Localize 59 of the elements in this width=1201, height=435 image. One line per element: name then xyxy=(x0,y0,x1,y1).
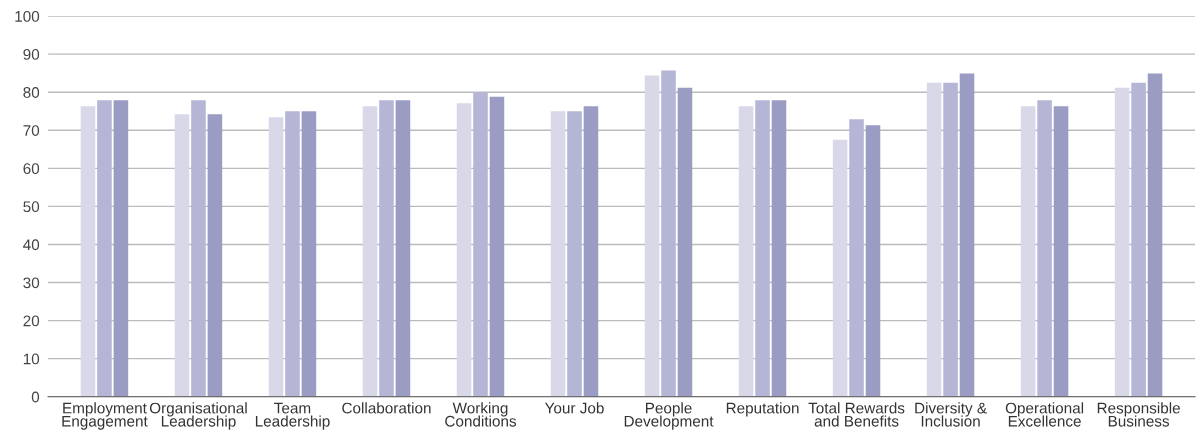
bar xyxy=(456,103,472,397)
y-tick-label: 70 xyxy=(23,125,40,136)
y-tick-label: 80 xyxy=(23,87,40,98)
bar xyxy=(677,87,693,397)
x-tick-label: Diversity & Inclusion xyxy=(915,402,987,427)
x-tick-label: Responsible Business xyxy=(1097,402,1180,427)
x-tick-label: Organisational Leadership xyxy=(149,402,247,430)
bar xyxy=(567,111,582,397)
bar xyxy=(959,73,975,397)
bar xyxy=(395,100,411,397)
x-tick-label: Total Rewards and Benefits xyxy=(808,402,905,427)
bar xyxy=(97,100,112,397)
bar xyxy=(849,119,864,397)
y-tick-label: 30 xyxy=(23,277,40,289)
bar xyxy=(926,82,942,397)
bar xyxy=(379,100,394,397)
x-tick-label: Team Leadership xyxy=(255,402,330,430)
x-tick-label: Your Job xyxy=(544,402,604,414)
x-tick-label: Collaboration xyxy=(342,402,431,414)
bar xyxy=(1147,73,1163,397)
bar xyxy=(1020,106,1036,397)
y-tick-label: 90 xyxy=(23,49,40,60)
y-tick-label: 60 xyxy=(23,163,40,175)
bar xyxy=(583,106,599,397)
bar xyxy=(1053,106,1069,397)
bar xyxy=(865,125,881,397)
y-tick-label: 0 xyxy=(31,391,40,403)
bar xyxy=(1114,87,1130,397)
y-tick-label: 100 xyxy=(15,10,40,22)
y-tick-label: 50 xyxy=(23,201,40,213)
bar xyxy=(644,75,660,397)
bar xyxy=(489,96,505,397)
x-tick-label: People Development xyxy=(624,402,714,430)
bar xyxy=(362,106,378,397)
bar xyxy=(661,70,676,397)
bar xyxy=(113,100,129,397)
x-tick-label: Operational Excellence xyxy=(1005,402,1084,427)
bar xyxy=(1131,82,1146,397)
y-tick-label: 40 xyxy=(23,239,40,251)
bar xyxy=(268,117,284,397)
bar xyxy=(738,106,754,397)
x-tick-label: Employment Engagement xyxy=(62,402,148,430)
bar xyxy=(771,100,787,397)
bar xyxy=(191,100,206,397)
bar xyxy=(285,111,300,397)
bar xyxy=(550,111,566,397)
bar xyxy=(207,114,223,397)
y-tick-label: 10 xyxy=(23,353,40,365)
bar xyxy=(301,111,317,397)
x-tick-label: Reputation xyxy=(726,402,799,417)
bar xyxy=(755,100,770,397)
bar xyxy=(943,82,958,397)
x-tick-label: Working Conditions xyxy=(445,402,517,427)
y-tick-label: 20 xyxy=(23,315,40,327)
bar xyxy=(174,114,190,397)
bar xyxy=(1037,100,1052,397)
bar xyxy=(832,139,848,397)
bar xyxy=(473,92,488,397)
bar xyxy=(80,106,96,397)
